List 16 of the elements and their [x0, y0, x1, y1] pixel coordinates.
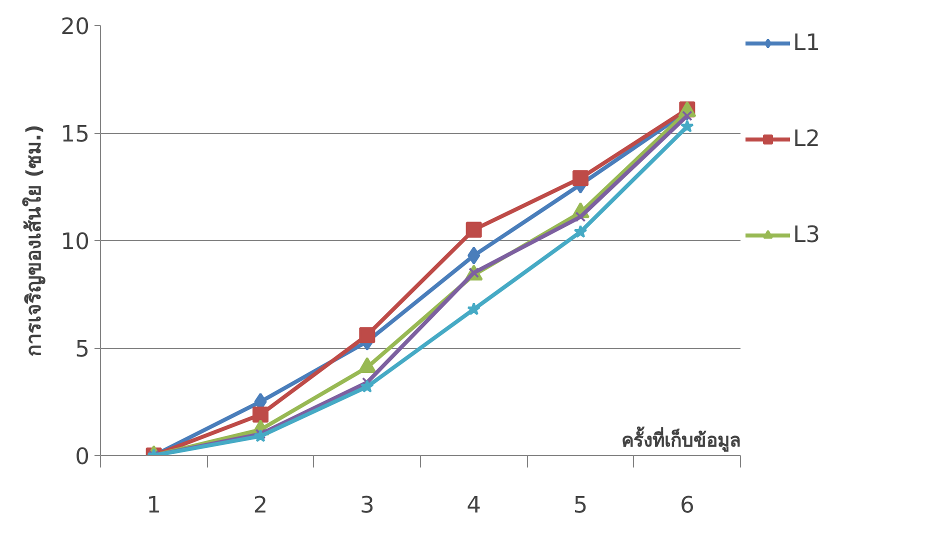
- y-tick-label: 10: [60, 229, 90, 255]
- legend-label: L2: [793, 126, 820, 152]
- y-tick-label: 20: [60, 14, 90, 40]
- y-tick-label: 15: [60, 122, 90, 148]
- x-tick-label: 2: [253, 492, 268, 518]
- x-tick-label: 5: [573, 492, 588, 518]
- x-axis-title: ครั้งที่เก็บข้อมูล: [622, 426, 740, 452]
- y-tick-label: 0: [75, 444, 90, 470]
- x-tick-label: 4: [466, 492, 482, 518]
- legend-label: L3: [793, 222, 820, 248]
- legend-label: L1: [793, 30, 820, 56]
- x-tick-label: 1: [146, 492, 162, 518]
- y-axis-title: การเจริญของเส้นใย (ซม.): [22, 124, 46, 356]
- x-tick-label: 3: [360, 492, 374, 518]
- x-tick-label: 6: [680, 492, 694, 518]
- y-tick-label: 5: [75, 336, 90, 362]
